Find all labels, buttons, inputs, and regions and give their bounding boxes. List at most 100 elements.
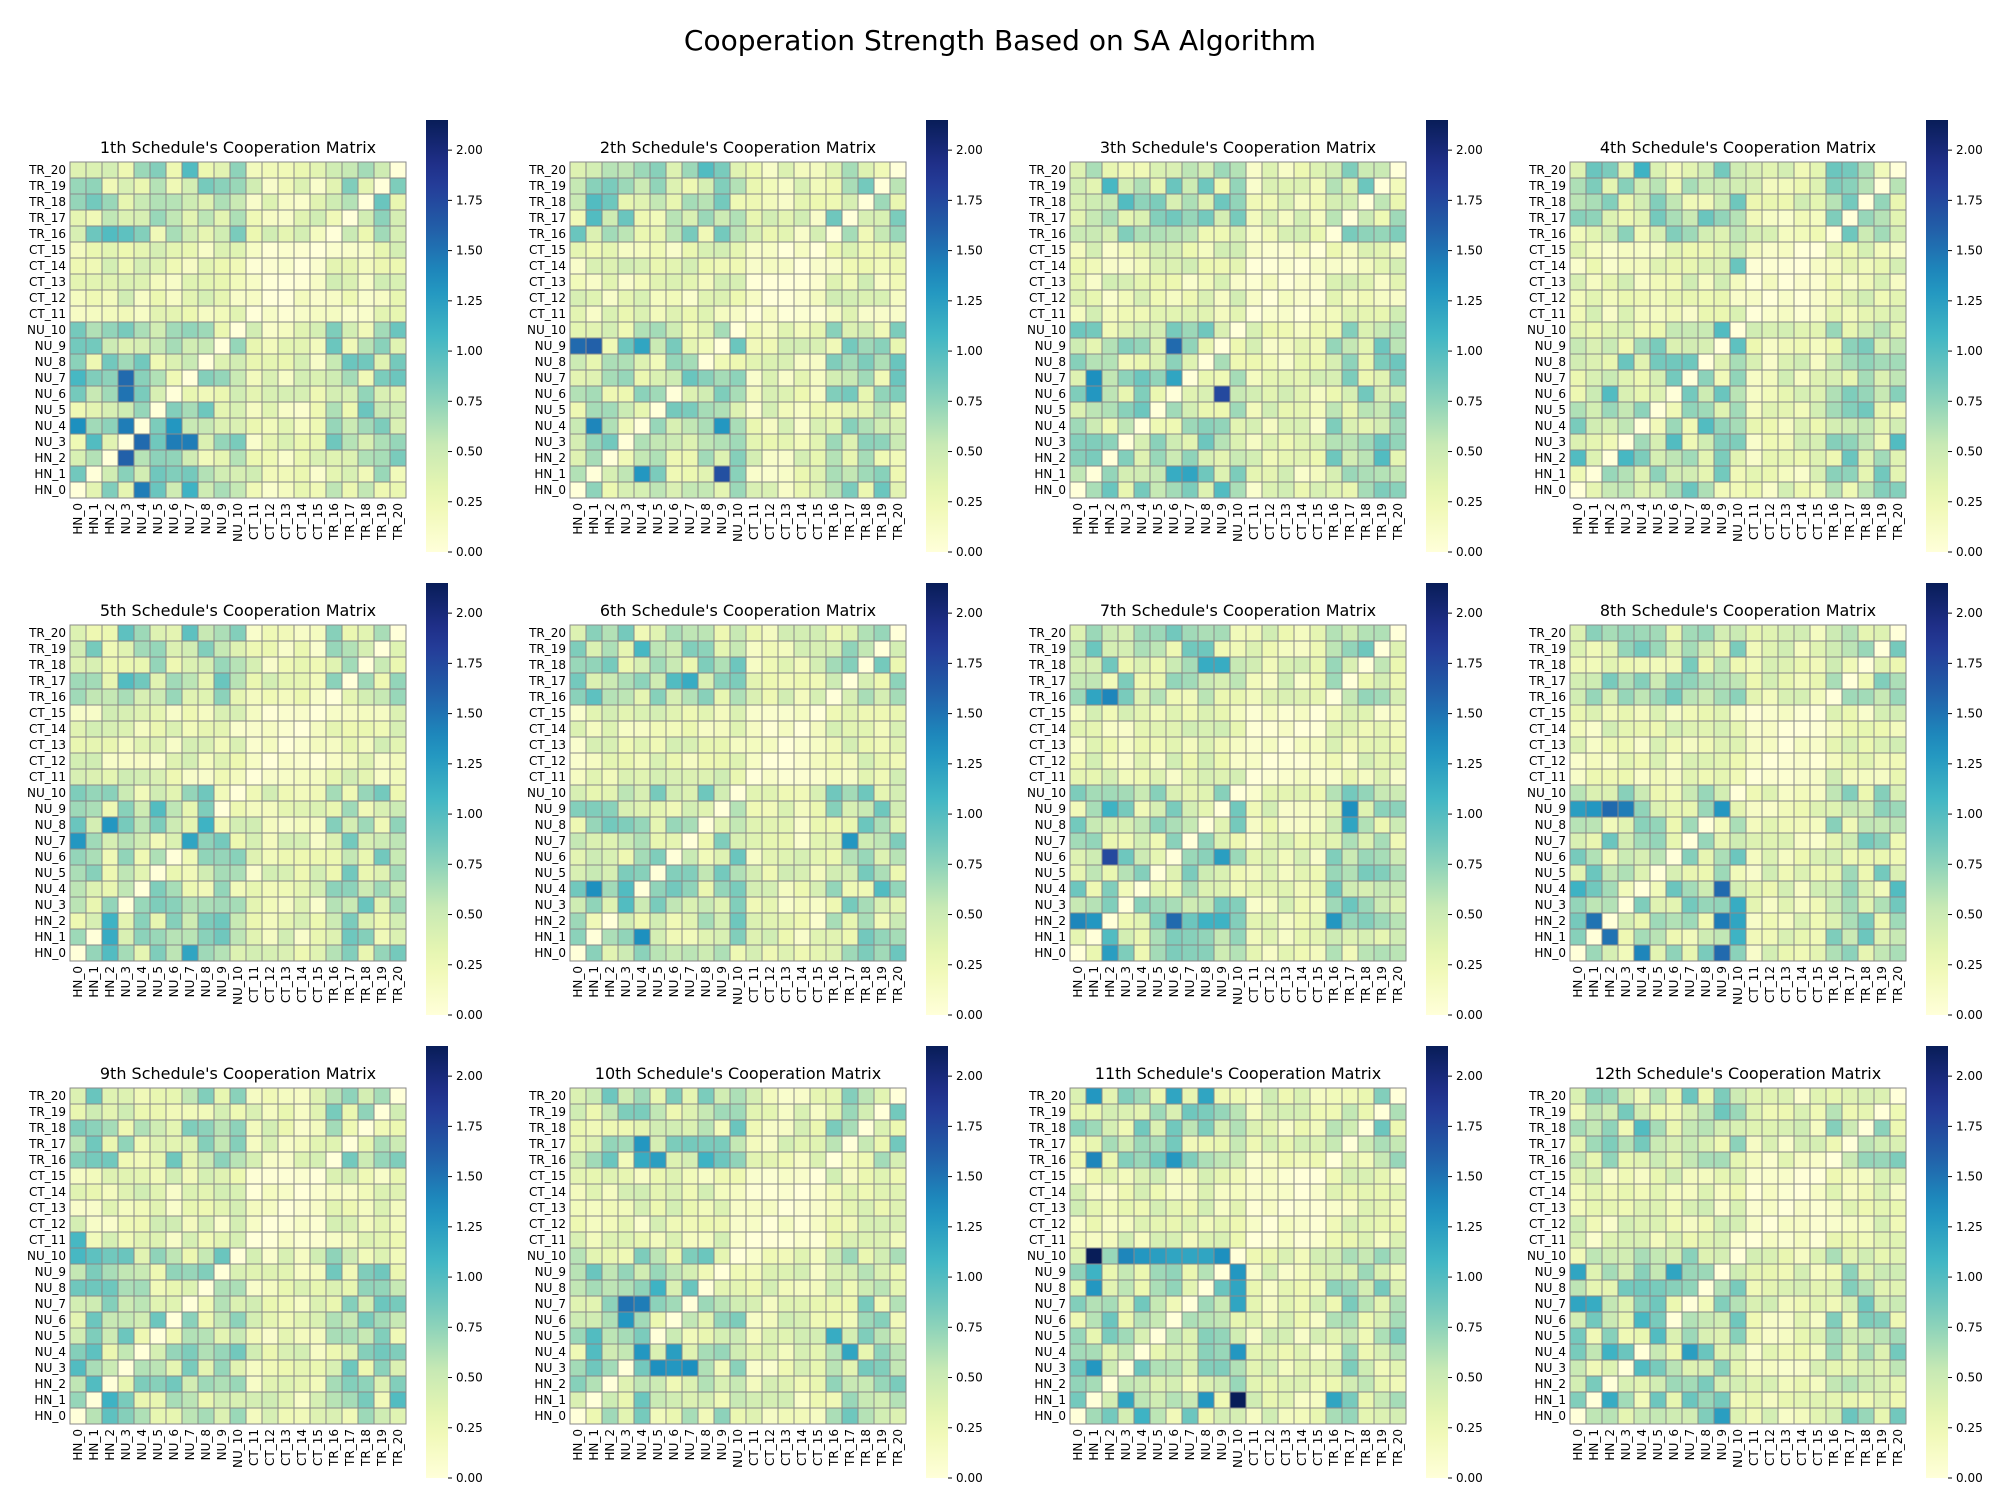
x-tick-label: CT_13 [1279,966,1293,1003]
heatmap-cell [745,1343,763,1361]
heatmap-cell [101,944,119,962]
heatmap-cell [1085,321,1103,339]
heatmap-cell [681,1263,699,1281]
heatmap-cell [825,848,843,866]
heatmap-cell [569,401,587,419]
heatmap-cell [1261,257,1279,275]
x-tick-label: TR_18 [859,503,873,541]
heatmap-cell [261,816,279,834]
heatmap-cell [197,864,215,882]
heatmap-cell [69,1103,87,1121]
heatmap-cell [777,640,795,658]
heatmap-cell [389,1359,407,1377]
heatmap-cell [1761,225,1779,243]
heatmap-cell [601,1359,619,1377]
heatmap-cell [1809,241,1827,259]
heatmap-cell [1389,257,1407,275]
heatmap-cell [1245,289,1263,307]
heatmap-cell [1825,225,1843,243]
heatmap-cell [825,273,843,291]
heatmap-cell [1857,832,1875,850]
heatmap-cell [1665,177,1683,195]
heatmap-cell [873,1279,891,1297]
heatmap-cell [1649,321,1667,339]
heatmap-cell [373,1151,391,1169]
heatmap-cell [197,816,215,834]
heatmap-cell [809,337,827,355]
heatmap-cell [373,1375,391,1393]
x-tick-label: CT_13 [779,966,793,1003]
heatmap-cell [1101,640,1119,658]
heatmap-cell [293,1199,311,1217]
heatmap-cell [569,672,587,690]
heatmap-cell [1101,864,1119,882]
heatmap-cell [1729,688,1747,706]
heatmap-cell [85,784,103,802]
heatmap-cell [1245,177,1263,195]
heatmap-cell [873,832,891,850]
heatmap-cell [617,385,635,403]
heatmap-cell [697,1087,715,1105]
heatmap-cell [341,305,359,323]
heatmap-cell [1229,465,1247,483]
heatmap-cell [1325,161,1343,179]
heatmap-panel: 2th Schedule's Cooperation MatrixTR_20TR… [527,120,983,559]
heatmap-cell [873,768,891,786]
heatmap-cell [1697,209,1715,227]
colorbar-tick-label: 1.00 [956,807,983,821]
heatmap-cell [245,369,263,387]
heatmap-cell [117,1215,135,1233]
heatmap-cell [1617,688,1635,706]
heatmap-cell [181,193,199,211]
heatmap-cell [85,720,103,738]
heatmap-cell [1277,752,1295,770]
heatmap-cell [745,672,763,690]
y-tick-label: TR_17 [28,674,66,688]
x-tick-label: TR_16 [327,966,341,1004]
heatmap-cell [1101,784,1119,802]
heatmap-cell [69,417,87,435]
heatmap-cell [633,704,651,722]
heatmap-cell [117,656,135,674]
heatmap-cell [261,465,279,483]
panel-title: 7th Schedule's Cooperation Matrix [1100,601,1376,620]
heatmap-cell [1601,241,1619,259]
heatmap-cell [617,433,635,451]
heatmap-cell [793,449,811,467]
heatmap-cell [69,1327,87,1345]
heatmap-cell [69,1215,87,1233]
heatmap-cell [633,1327,651,1345]
heatmap-cell [649,1407,667,1425]
heatmap-cell [1793,624,1811,642]
heatmap-cell [133,880,151,898]
heatmap-cell [1357,880,1375,898]
heatmap-cell [229,449,247,467]
heatmap-cell [1633,848,1651,866]
heatmap-cell [165,449,183,467]
heatmap-cell [69,688,87,706]
heatmap-cell [1617,337,1635,355]
heatmap-cell [293,912,311,930]
heatmap-cell [325,369,343,387]
heatmap-cell [793,465,811,483]
y-tick-label: HN_1 [1534,930,1566,944]
heatmap-cell [1341,784,1359,802]
heatmap-cell [1373,896,1391,914]
heatmap-cell [1373,449,1391,467]
heatmap-cell [873,688,891,706]
heatmap-cell [1181,225,1199,243]
heatmap-cell [101,1247,119,1265]
x-tick-label: NU_4 [1635,503,1649,534]
heatmap-cell [809,209,827,227]
heatmap-cell [1617,257,1635,275]
colorbar-tick-label: 1.50 [456,1170,483,1184]
heatmap-cell [1373,481,1391,499]
colorbar-tick-label: 1.50 [1956,707,1983,721]
heatmap-cell [617,800,635,818]
heatmap-cell [1649,433,1667,451]
heatmap-cell [1777,800,1795,818]
heatmap-cell [1745,321,1763,339]
heatmap-cell [309,1167,327,1185]
heatmap-cell [325,1263,343,1281]
heatmap-cell [697,225,715,243]
